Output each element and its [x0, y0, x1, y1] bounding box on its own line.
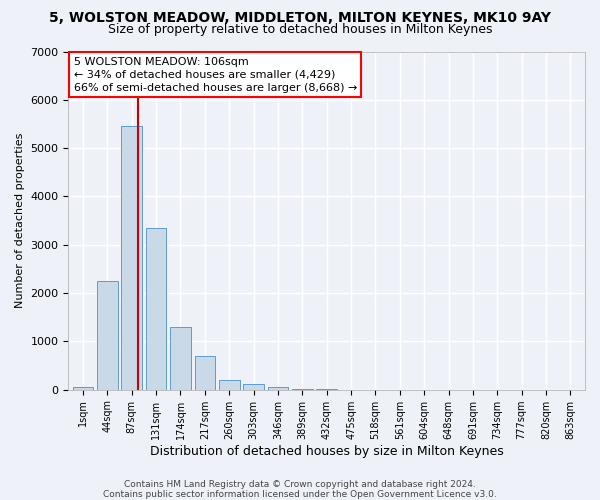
Bar	[219, 380, 239, 390]
Text: 5 WOLSTON MEADOW: 106sqm
← 34% of detached houses are smaller (4,429)
66% of sem: 5 WOLSTON MEADOW: 106sqm ← 34% of detach…	[74, 56, 357, 93]
Y-axis label: Number of detached properties: Number of detached properties	[15, 133, 25, 308]
Text: Size of property relative to detached houses in Milton Keynes: Size of property relative to detached ho…	[108, 24, 492, 36]
Text: Contains HM Land Registry data © Crown copyright and database right 2024.
Contai: Contains HM Land Registry data © Crown c…	[103, 480, 497, 499]
Bar	[243, 384, 264, 390]
Bar	[73, 388, 94, 390]
Bar	[170, 327, 191, 390]
X-axis label: Distribution of detached houses by size in Milton Keynes: Distribution of detached houses by size …	[150, 444, 503, 458]
Bar	[121, 126, 142, 390]
Text: 5, WOLSTON MEADOW, MIDDLETON, MILTON KEYNES, MK10 9AY: 5, WOLSTON MEADOW, MIDDLETON, MILTON KEY…	[49, 11, 551, 25]
Bar	[268, 388, 289, 390]
Bar	[146, 228, 166, 390]
Bar	[194, 356, 215, 390]
Bar	[97, 281, 118, 390]
